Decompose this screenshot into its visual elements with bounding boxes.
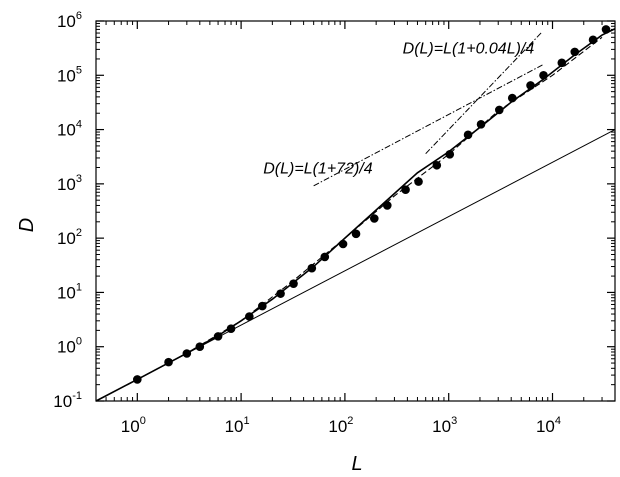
data-point	[195, 342, 205, 352]
y-tick-label: 105	[57, 64, 82, 85]
data-point	[307, 263, 317, 273]
data-point	[213, 332, 223, 341]
data-point	[463, 130, 473, 140]
plot-frame	[95, 20, 616, 402]
data-point	[289, 279, 298, 288]
y-tick-label: 103	[57, 173, 82, 194]
series-line-1	[95, 28, 616, 402]
series-line-5	[425, 31, 543, 155]
annotation-1: D(L)=L(1+72)/4	[263, 161, 372, 178]
data-point	[382, 201, 392, 210]
data-point	[182, 349, 192, 358]
x-tick-label: 100	[121, 415, 146, 436]
y-tick-label: 104	[57, 119, 82, 140]
data-point	[476, 120, 486, 129]
data-point	[539, 70, 548, 80]
curves-layer	[95, 28, 616, 402]
data-point	[338, 239, 348, 249]
x-tick-label: 102	[328, 415, 353, 436]
data-point	[507, 93, 517, 103]
y-tick-label: 100	[57, 336, 82, 357]
data-point	[570, 47, 580, 57]
x-tick-label: 103	[432, 415, 457, 436]
markers-layer	[133, 25, 611, 384]
data-point	[351, 229, 361, 239]
annotation-0: D(L)=L(1+0.04L)/4	[403, 41, 535, 58]
data-point	[370, 214, 379, 223]
y-tick-label: 101	[57, 281, 82, 302]
data-point	[401, 185, 410, 195]
y-tick-label: 102	[57, 227, 82, 248]
data-point	[245, 312, 254, 321]
data-point	[432, 160, 442, 170]
data-point	[445, 150, 455, 159]
x-tick-label: 101	[225, 415, 250, 436]
x-axis-label: L	[351, 453, 362, 475]
data-point	[588, 35, 598, 45]
data-point	[226, 324, 236, 333]
x-tick-label: 104	[536, 415, 561, 436]
data-point	[320, 252, 330, 262]
y-tick-label: 10-1	[53, 390, 82, 411]
data-point	[276, 289, 285, 298]
data-point	[526, 81, 535, 90]
series-line-4	[313, 64, 543, 187]
y-axis: 10-1 100 101 102 103 104 105 106	[53, 10, 615, 411]
y-axis-label: D	[16, 218, 38, 232]
data-point	[257, 301, 267, 311]
data-point	[133, 375, 142, 384]
x-axis: 100 101 102 103 104	[105, 21, 603, 436]
series-line-3	[95, 129, 616, 402]
data-point	[414, 177, 423, 186]
series-line-2	[137, 36, 603, 380]
data-point	[557, 58, 567, 68]
data-point	[164, 357, 173, 367]
y-tick-label: 106	[57, 10, 82, 31]
data-point	[601, 25, 611, 34]
data-point	[495, 105, 504, 115]
